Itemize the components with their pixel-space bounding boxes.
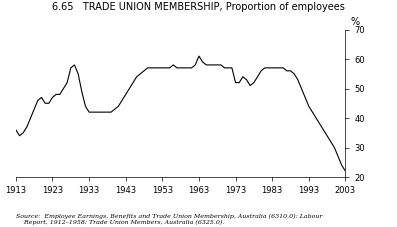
Text: 6.65   TRADE UNION MEMBERSHIP, Proportion of employees: 6.65 TRADE UNION MEMBERSHIP, Proportion … bbox=[52, 2, 345, 12]
Text: Source:  Employee Earnings, Benefits and Trade Union Membership, Australia (6310: Source: Employee Earnings, Benefits and … bbox=[16, 213, 322, 225]
Text: %: % bbox=[351, 17, 360, 27]
